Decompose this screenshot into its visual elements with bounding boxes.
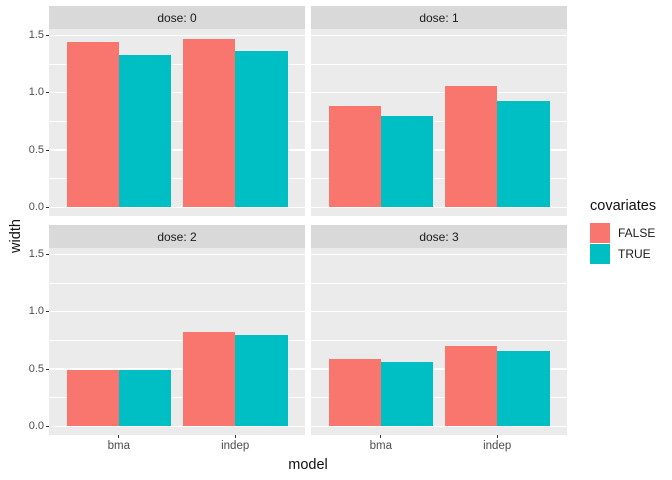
- y-minor-gridline: [49, 178, 305, 180]
- y-tick-mark: [46, 425, 49, 427]
- y-major-gridline: [49, 206, 305, 209]
- legend-key-false: FALSE: [590, 223, 656, 244]
- y-minor-gridline: [49, 63, 305, 65]
- facet-strip-label: dose: 0: [157, 10, 197, 25]
- bar-bma-false: [66, 42, 119, 208]
- legend-key-true: TRUE: [590, 243, 656, 265]
- bar-bma-true: [380, 362, 434, 427]
- facet-strip-label: dose: 1: [419, 10, 459, 25]
- y-tick-label: 1.5: [28, 28, 44, 41]
- legend-key-label: FALSE: [618, 226, 656, 241]
- bar-bma-true: [380, 115, 434, 208]
- x-tick-mark: [496, 435, 498, 438]
- y-tick-mark: [46, 206, 49, 208]
- y-major-gridline: [311, 311, 567, 313]
- bar-bma-false: [66, 370, 119, 427]
- x-tick-label: indep: [483, 440, 512, 452]
- y-major-gridline: [49, 425, 305, 428]
- y-minor-gridline: [49, 282, 305, 284]
- y-tick-label: 0.5: [28, 362, 44, 375]
- y-major-gridline: [311, 206, 567, 209]
- y-minor-gridline: [49, 397, 305, 399]
- x-tick-mark: [118, 435, 120, 438]
- bar-indep-true: [497, 350, 550, 427]
- bar-indep-true: [235, 334, 288, 427]
- bar-indep-false: [182, 332, 236, 427]
- y-tick-label: 1.0: [28, 305, 44, 318]
- x-tick-mark: [234, 435, 236, 438]
- y-major-gridline: [49, 368, 305, 370]
- x-axis-title: model: [288, 457, 328, 473]
- y-major-gridline: [311, 92, 567, 94]
- legend-keys: FALSE TRUE: [590, 223, 656, 264]
- y-major-gridline: [311, 34, 567, 36]
- y-tick-mark: [46, 311, 49, 313]
- y-tick-label: 1.0: [28, 86, 44, 99]
- bar-bma-false: [328, 358, 381, 427]
- y-minor-gridline: [311, 178, 567, 180]
- legend-title: covariates: [590, 198, 657, 214]
- bar-bma-false: [328, 106, 381, 208]
- x-tick-label: bma: [107, 440, 130, 452]
- facet-strip-label: dose: 3: [419, 229, 459, 244]
- y-minor-gridline: [311, 282, 567, 284]
- y-major-gridline: [311, 253, 567, 255]
- y-tick-mark: [46, 149, 49, 151]
- facet-strip-label: dose: 2: [157, 229, 197, 244]
- bar-indep-false: [182, 38, 236, 208]
- y-minor-gridline: [311, 121, 567, 122]
- y-major-gridline: [49, 253, 305, 255]
- bar-bma-true: [118, 370, 172, 427]
- y-tick-mark: [46, 92, 49, 94]
- facet-panel: [311, 248, 567, 435]
- y-major-gridline: [49, 92, 305, 94]
- x-tick-mark: [380, 435, 382, 438]
- y-major-gridline: [49, 149, 305, 151]
- bar-indep-true: [235, 51, 288, 208]
- legend: covariates FALSE TRUE: [590, 198, 656, 264]
- y-minor-gridline: [311, 397, 567, 399]
- facet-strip: dose: 1: [311, 6, 567, 29]
- y-tick-label: 0.5: [28, 143, 44, 156]
- bar-indep-false: [444, 85, 498, 208]
- legend-key-label: TRUE: [618, 246, 651, 261]
- bar-indep-false: [444, 346, 498, 427]
- facet-panel: [49, 29, 305, 216]
- y-minor-gridline: [311, 340, 567, 341]
- y-minor-gridline: [311, 63, 567, 65]
- y-major-gridline: [311, 149, 567, 151]
- y-major-gridline: [311, 425, 567, 428]
- bar-indep-true: [497, 100, 550, 208]
- facet-panel: [49, 248, 305, 435]
- y-major-gridline: [49, 311, 305, 313]
- y-tick-label: 0.0: [28, 200, 44, 213]
- y-minor-gridline: [49, 121, 305, 122]
- legend-swatch-true: [590, 243, 610, 264]
- y-tick-label: 0.0: [28, 419, 44, 432]
- y-major-gridline: [49, 34, 305, 36]
- facet-strip: dose: 2: [49, 225, 305, 248]
- y-tick-mark: [46, 34, 49, 36]
- y-tick-mark: [46, 368, 49, 370]
- facet-panel: [311, 29, 567, 216]
- legend-swatch-false: [590, 223, 610, 244]
- facet-strip: dose: 0: [49, 6, 305, 29]
- y-tick-label: 1.5: [28, 247, 44, 260]
- y-minor-gridline: [49, 340, 305, 341]
- facet-strip: dose: 3: [311, 225, 567, 248]
- y-tick-mark: [46, 253, 49, 255]
- x-tick-label: indep: [221, 440, 250, 452]
- bar-bma-true: [118, 54, 172, 208]
- y-major-gridline: [311, 368, 567, 370]
- x-tick-label: bma: [369, 440, 392, 452]
